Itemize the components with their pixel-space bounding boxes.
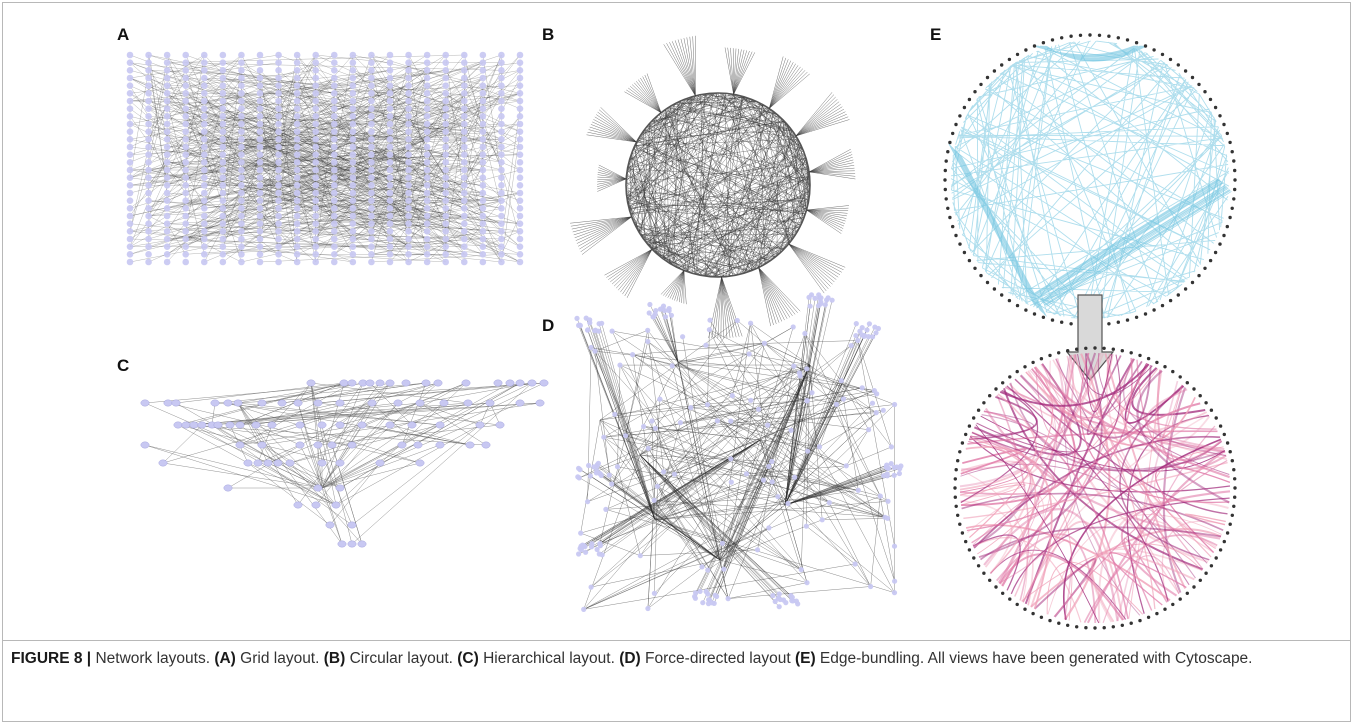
caption-text-d: Force-directed layout [640, 650, 795, 667]
caption-text-c: Hierarchical layout. [478, 650, 620, 667]
figure-caption: FIGURE 8 | Network layouts. (A) Grid lay… [11, 648, 1341, 670]
caption-ref-b: (B) [323, 650, 346, 667]
panel-label-b: B [542, 25, 555, 44]
caption-intro: Network layouts. [91, 650, 215, 667]
panel-label-d: D [542, 316, 555, 335]
caption-ref-e: (E) [794, 650, 816, 667]
edge-bundling-before-circle [943, 33, 1237, 327]
edge-bundling-after-circle [953, 346, 1237, 630]
caption-ref-c: (C) [457, 650, 479, 667]
caption-ref-a: (A) [214, 650, 236, 667]
caption-text-e: Edge-bundling. All views have been gener… [815, 650, 1253, 667]
caption-text-b: Circular layout. [345, 650, 458, 667]
panel-label-e: E [930, 25, 942, 44]
hierarchical-layout-network [140, 379, 549, 548]
panel-label-a: A [117, 25, 130, 44]
caption-text-a: Grid layout. [235, 650, 324, 667]
grid-layout-network [126, 51, 524, 266]
force-directed-layout-network [574, 292, 904, 613]
circular-layout-network [570, 35, 856, 339]
caption-divider [2, 640, 1351, 641]
caption-ref-d: (D) [619, 650, 641, 667]
figure-number: FIGURE 8 | [11, 650, 92, 667]
panel-label-c: C [117, 356, 130, 375]
